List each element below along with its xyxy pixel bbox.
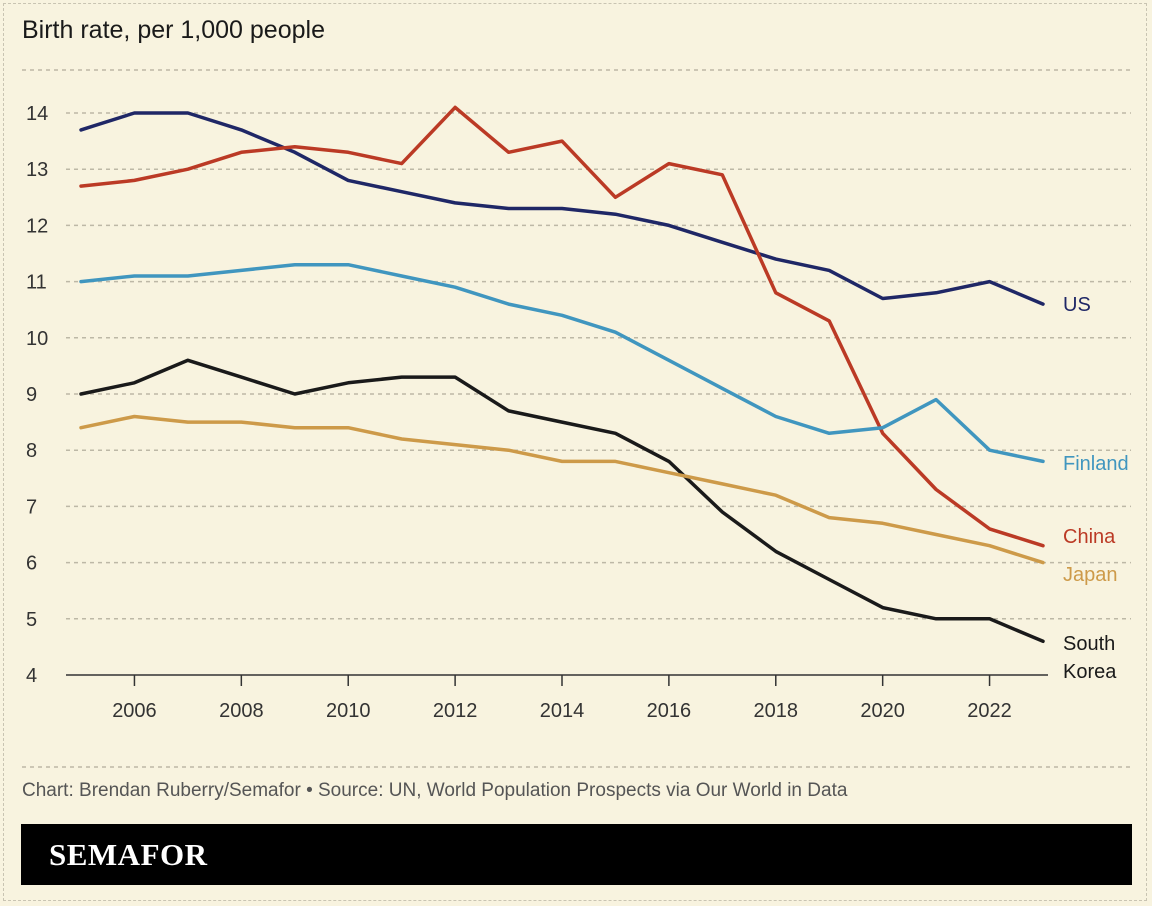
brand-logo: SEMAFOR [49,837,208,872]
chart-frame [3,3,1147,901]
y-tick-label: 7 [26,496,37,518]
x-tick-label: 2012 [433,700,478,722]
chart-title: Birth rate, per 1,000 people [22,16,325,44]
y-tick-label: 12 [26,215,48,237]
y-tick-label: 8 [26,440,37,462]
x-tick-label: 2020 [860,700,905,722]
series-line-south-korea [79,358,1045,644]
y-tick-label: 9 [26,384,37,406]
y-tick-label: 4 [26,665,37,687]
series-line-japan [79,414,1045,565]
x-tick-label: 2010 [326,700,371,722]
y-tick-label: 10 [26,328,48,350]
x-tick-label: 2022 [967,700,1012,722]
series-label-line: Korea [1063,661,1117,683]
chart-source: Chart: Brendan Ruberry/Semafor • Source:… [22,780,848,801]
x-tick-label: 2014 [540,700,585,722]
y-tick-label: 11 [26,272,47,294]
x-tick-label: 2018 [754,700,799,722]
series-line-finland [79,262,1045,464]
line-chart: 4 5 6 7 8 9 10 11 12 13 14 2006 2008 2010 2012 2014 2016… [22,69,1131,768]
series-label-finland: Finland [1063,453,1129,475]
y-tick-label: 14 [26,103,48,125]
x-tick-label: 2016 [647,700,692,722]
y-tick-label: 5 [26,609,37,631]
series-label-line: South [1063,633,1115,655]
y-tick-label: 6 [26,553,37,575]
series-label-japan: Japan [1063,564,1118,586]
series-label-china: China [1063,526,1116,548]
x-tick-label: 2008 [219,700,264,722]
x-tick-label: 2006 [112,700,157,722]
series-label-us: US [1063,294,1091,316]
series-line-us [79,111,1045,306]
footer-bar: SEMAFOR [21,824,1132,885]
y-tick-label: 13 [26,159,48,181]
series-label-south-korea: South Korea [1063,633,1117,683]
series-line-china [79,105,1045,548]
